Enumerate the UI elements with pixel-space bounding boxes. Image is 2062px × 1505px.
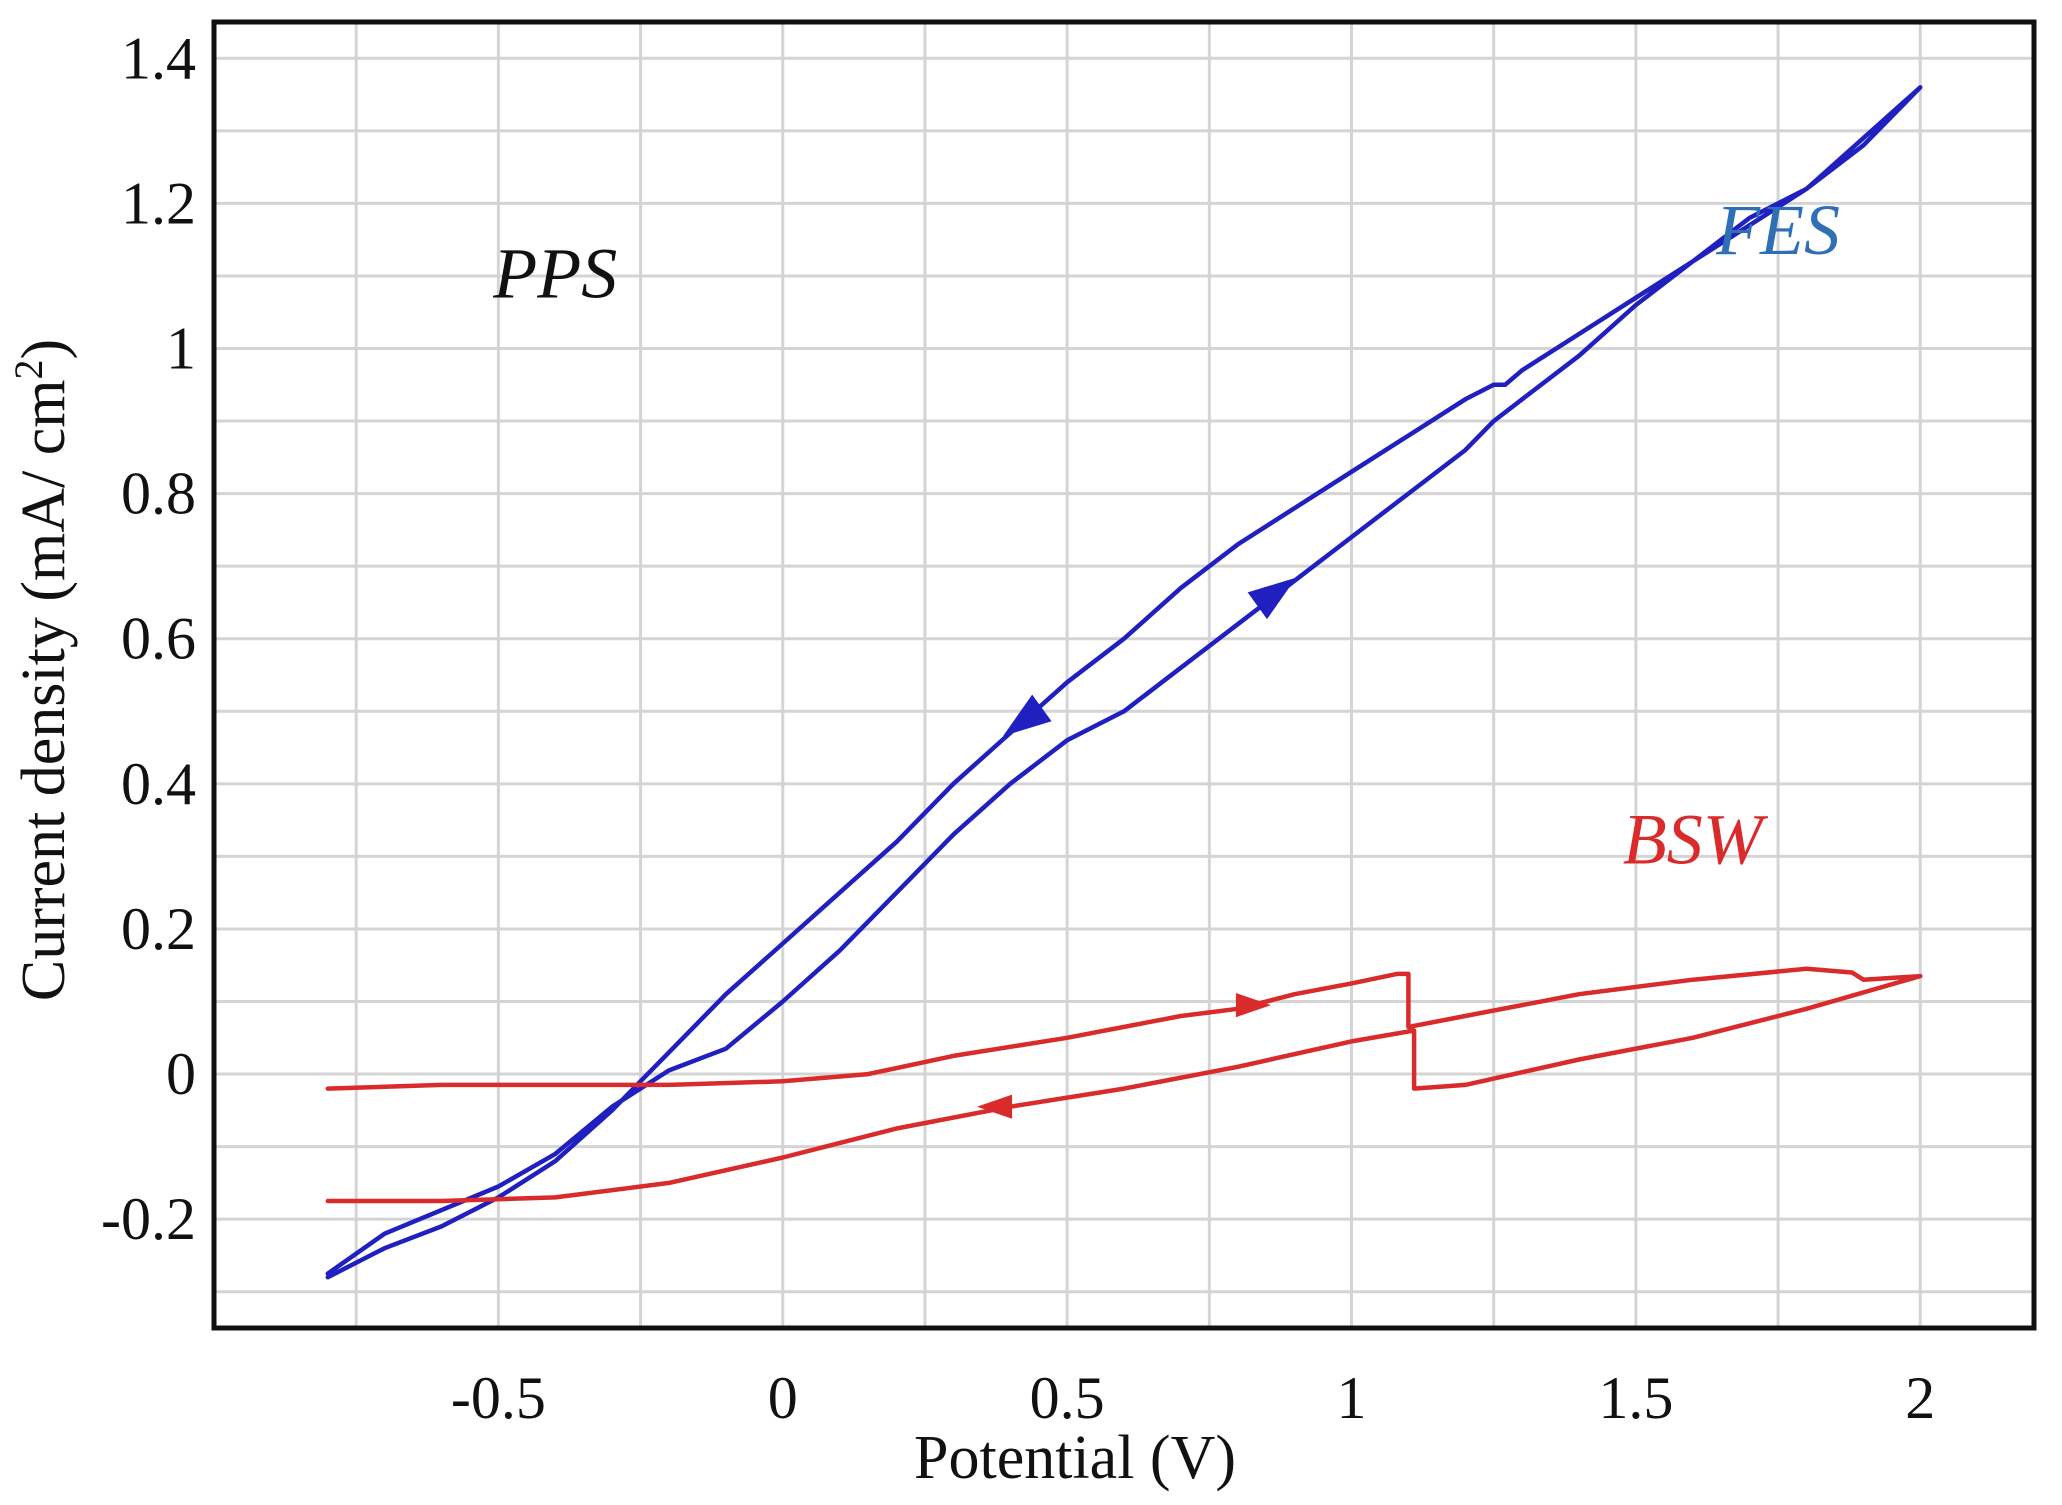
x-tick-label: 0.5 (1030, 1365, 1105, 1431)
y-tick-label: 0.4 (121, 751, 196, 817)
y-axis-label-main: Current density (mA/ cm (10, 380, 78, 1002)
grid-lines (214, 22, 2034, 1328)
series-layer (325, 85, 1923, 1280)
x-tick-label: 1 (1337, 1365, 1367, 1431)
x-axis-label: Potential (V) (914, 1424, 1236, 1492)
y-tick-label: 1.4 (121, 25, 196, 91)
direction-arrow-bsw (976, 1094, 1013, 1119)
series-line-fes (325, 85, 1923, 1280)
x-tick-label: -0.5 (451, 1365, 546, 1431)
plot-frame (211, 19, 2037, 1331)
y-axis-label: Current density (mA/ cm2) (6, 339, 79, 1001)
y-tick-labels: -0.2 0 0.2 0.4 0.6 0.8 1 1.2 1.4 (101, 25, 196, 1252)
x-tick-labels: -0.5 0 0.5 1 1.5 2 (451, 1365, 1935, 1431)
direction-arrow-fes (1003, 694, 1052, 737)
x-tick-label: 1.5 (1598, 1365, 1673, 1431)
y-tick-label: 0.8 (121, 461, 196, 527)
x-tick-label: 2 (1905, 1365, 1935, 1431)
direction-arrow-bsw (1235, 993, 1272, 1018)
x-tick-label: 0 (768, 1365, 798, 1431)
y-tick-label: 0 (166, 1041, 196, 1107)
series-annotations: PPS FES BSW (492, 190, 1840, 879)
annotation-bsw: BSW (1623, 800, 1769, 880)
direction-arrow-fes (1247, 577, 1297, 620)
annotation-fes: FES (1715, 190, 1840, 270)
annotation-pps: PPS (492, 234, 617, 314)
y-axis-label-superscript: 2 (6, 360, 51, 380)
y-tick-label: 0.6 (121, 606, 196, 672)
y-axis-label-close: ) (10, 339, 78, 360)
y-tick-label: 0.2 (121, 896, 196, 962)
y-tick-label: 1.2 (121, 170, 196, 236)
y-tick-label: 1 (166, 316, 196, 382)
series-line-bsw (325, 966, 1923, 1204)
y-tick-label: -0.2 (101, 1186, 196, 1252)
